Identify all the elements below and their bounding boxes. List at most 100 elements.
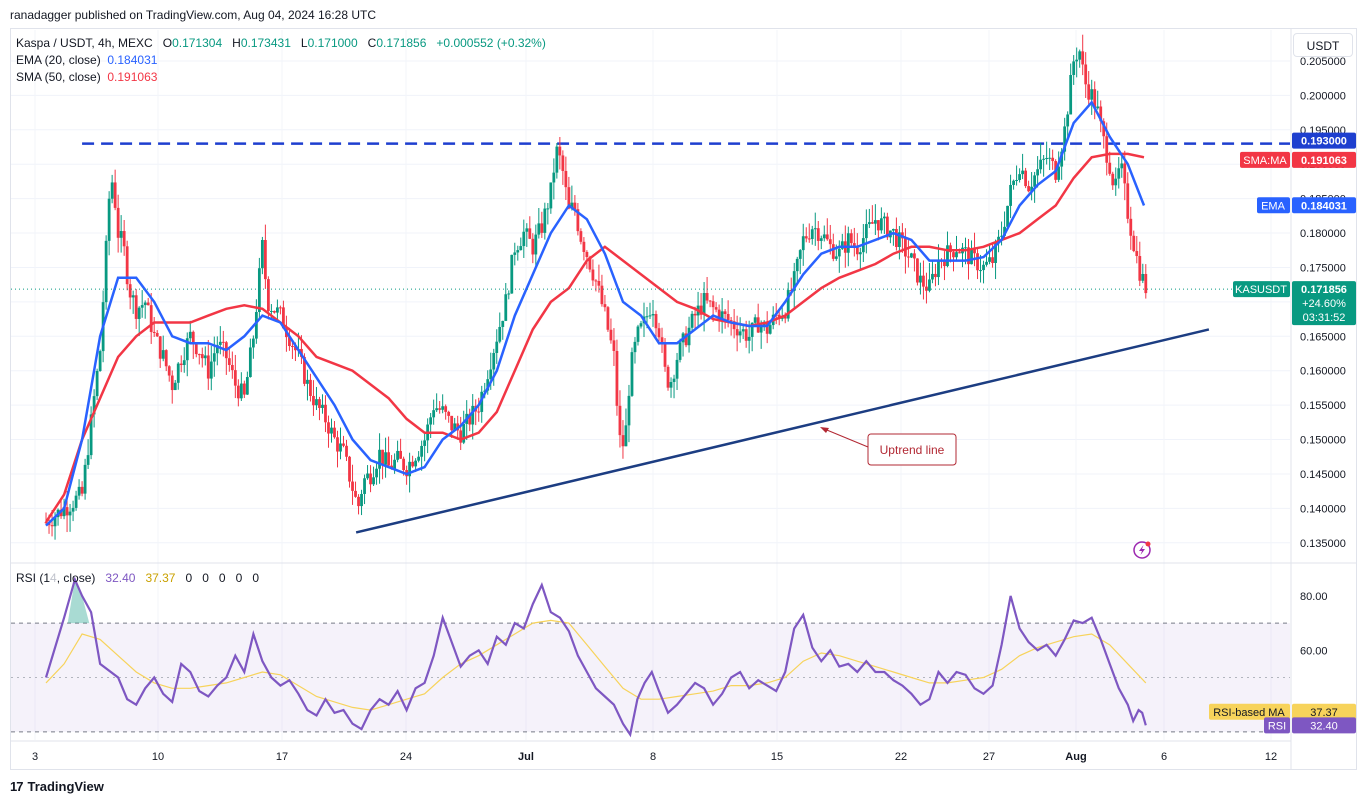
candle-body-108: [369, 473, 372, 485]
candle-284: [898, 226, 901, 260]
candle-body-333: [1045, 157, 1049, 159]
sma-50-line: [44, 152, 1145, 523]
change-value: +0.000552 (+0.32%): [436, 36, 546, 50]
candle-156: [513, 242, 517, 266]
rsi-legend[interactable]: RSI (14, close) 32.40 37.37 0 0 0 0 0: [16, 571, 259, 585]
alert-icon[interactable]: [1133, 541, 1151, 559]
candle-28: [128, 277, 132, 310]
candle-body-32: [140, 305, 144, 308]
candle-96: [333, 421, 336, 439]
candle-142: [471, 394, 475, 440]
candle-body-66: [242, 383, 246, 395]
candle-160: [525, 223, 529, 247]
rsi-zero-2: 0: [202, 571, 209, 585]
candle-body-314: [988, 257, 991, 262]
candle-body-236: [753, 317, 757, 323]
candle-body-100: [345, 445, 348, 457]
high-value: 0.173431: [240, 36, 291, 50]
candle-194: [627, 384, 631, 443]
candle-body-9: [71, 507, 75, 512]
candle-334: [1048, 148, 1052, 171]
candle-37: [155, 330, 159, 337]
time-tick-5: 8: [650, 751, 656, 763]
candle-48: [188, 320, 192, 343]
rsi-ma-name-tag: [1209, 703, 1290, 720]
candle-body-254: [807, 238, 811, 240]
candle-273: [864, 209, 868, 254]
candle-body-348: [1090, 89, 1094, 100]
candle-body-287: [907, 256, 910, 258]
candle-body-149: [492, 352, 496, 370]
candle-105: [360, 489, 363, 516]
currency-button[interactable]: USDT: [1293, 33, 1353, 57]
candle-body-190: [615, 350, 619, 406]
candle-147: [486, 370, 490, 395]
candle-body-198: [639, 323, 643, 327]
candle-294: [928, 262, 931, 293]
tradingview-logo[interactable]: 17 TradingView: [10, 779, 104, 794]
candle-46: [182, 347, 186, 373]
candle-body-51: [197, 354, 201, 356]
rsi-name-tag: [1264, 717, 1290, 734]
candle-body-152: [501, 320, 505, 327]
candle-9: [71, 500, 75, 522]
sma-legend-row[interactable]: SMA (50, close) 0.191063: [16, 69, 546, 86]
candle-body-133: [444, 406, 448, 412]
candle-body-258: [819, 238, 823, 241]
candle-135: [450, 415, 454, 438]
candle-body-250: [795, 258, 799, 272]
candle-355: [1111, 171, 1115, 190]
candle-body-163: [534, 234, 538, 255]
candle-138: [459, 416, 463, 451]
candle-35: [149, 293, 153, 344]
candle-body-179: [582, 241, 586, 252]
candle-303: [955, 235, 958, 260]
candle-body-20: [104, 240, 108, 303]
candle-body-158: [519, 246, 523, 251]
candle-311: [979, 254, 982, 283]
candle-body-288: [910, 253, 913, 258]
candle-body-335: [1051, 157, 1055, 162]
symbol-title[interactable]: Kaspa / USDT, 4h, MEXC: [16, 36, 153, 50]
candle-body-316: [994, 242, 997, 263]
candle-body-207: [666, 366, 670, 388]
candle-body-261: [828, 239, 832, 245]
candle-body-47: [185, 338, 189, 361]
time-tick-11: 12: [1265, 751, 1277, 763]
ema-legend-row[interactable]: EMA (20, close) 0.184031: [16, 52, 546, 69]
time-tick-4: Jul: [518, 751, 534, 763]
candle-body-226: [723, 311, 727, 314]
candle-349: [1093, 81, 1097, 120]
candle-body-194: [627, 395, 631, 426]
candle-body-83: [294, 346, 297, 351]
candle-body-238: [759, 325, 763, 333]
candle-body-34: [146, 302, 150, 306]
candle-body-197: [636, 326, 640, 342]
sma-name-tag: [1240, 151, 1290, 168]
candle-body-87: [306, 379, 309, 384]
candle-body-46: [182, 360, 186, 366]
candle-body-154: [507, 293, 511, 295]
time-axis[interactable]: 3 10 17 24 Jul 8 15 22 27 Aug 6 12: [11, 740, 1291, 763]
candle-67: [245, 371, 249, 395]
candle-body-106: [363, 478, 366, 494]
candle-282: [891, 228, 895, 246]
candle-42: [170, 370, 174, 404]
candle-198: [639, 320, 643, 329]
candle-body-119: [402, 458, 406, 471]
candle-body-95: [330, 427, 333, 434]
sma-price-tag: [1292, 151, 1356, 168]
candle-323: [1015, 165, 1018, 186]
candle-body-139: [462, 423, 466, 443]
candle-171: [558, 136, 562, 170]
candle-body-294: [928, 279, 931, 291]
candle-body-365: [1141, 273, 1145, 281]
candle-122: [411, 455, 415, 468]
candle-136: [453, 417, 457, 431]
candle-271: [858, 247, 862, 270]
candle-body-214: [687, 327, 691, 346]
candle-body-170: [555, 146, 559, 173]
candle-body-205: [660, 337, 664, 345]
candle-body-155: [510, 254, 514, 294]
